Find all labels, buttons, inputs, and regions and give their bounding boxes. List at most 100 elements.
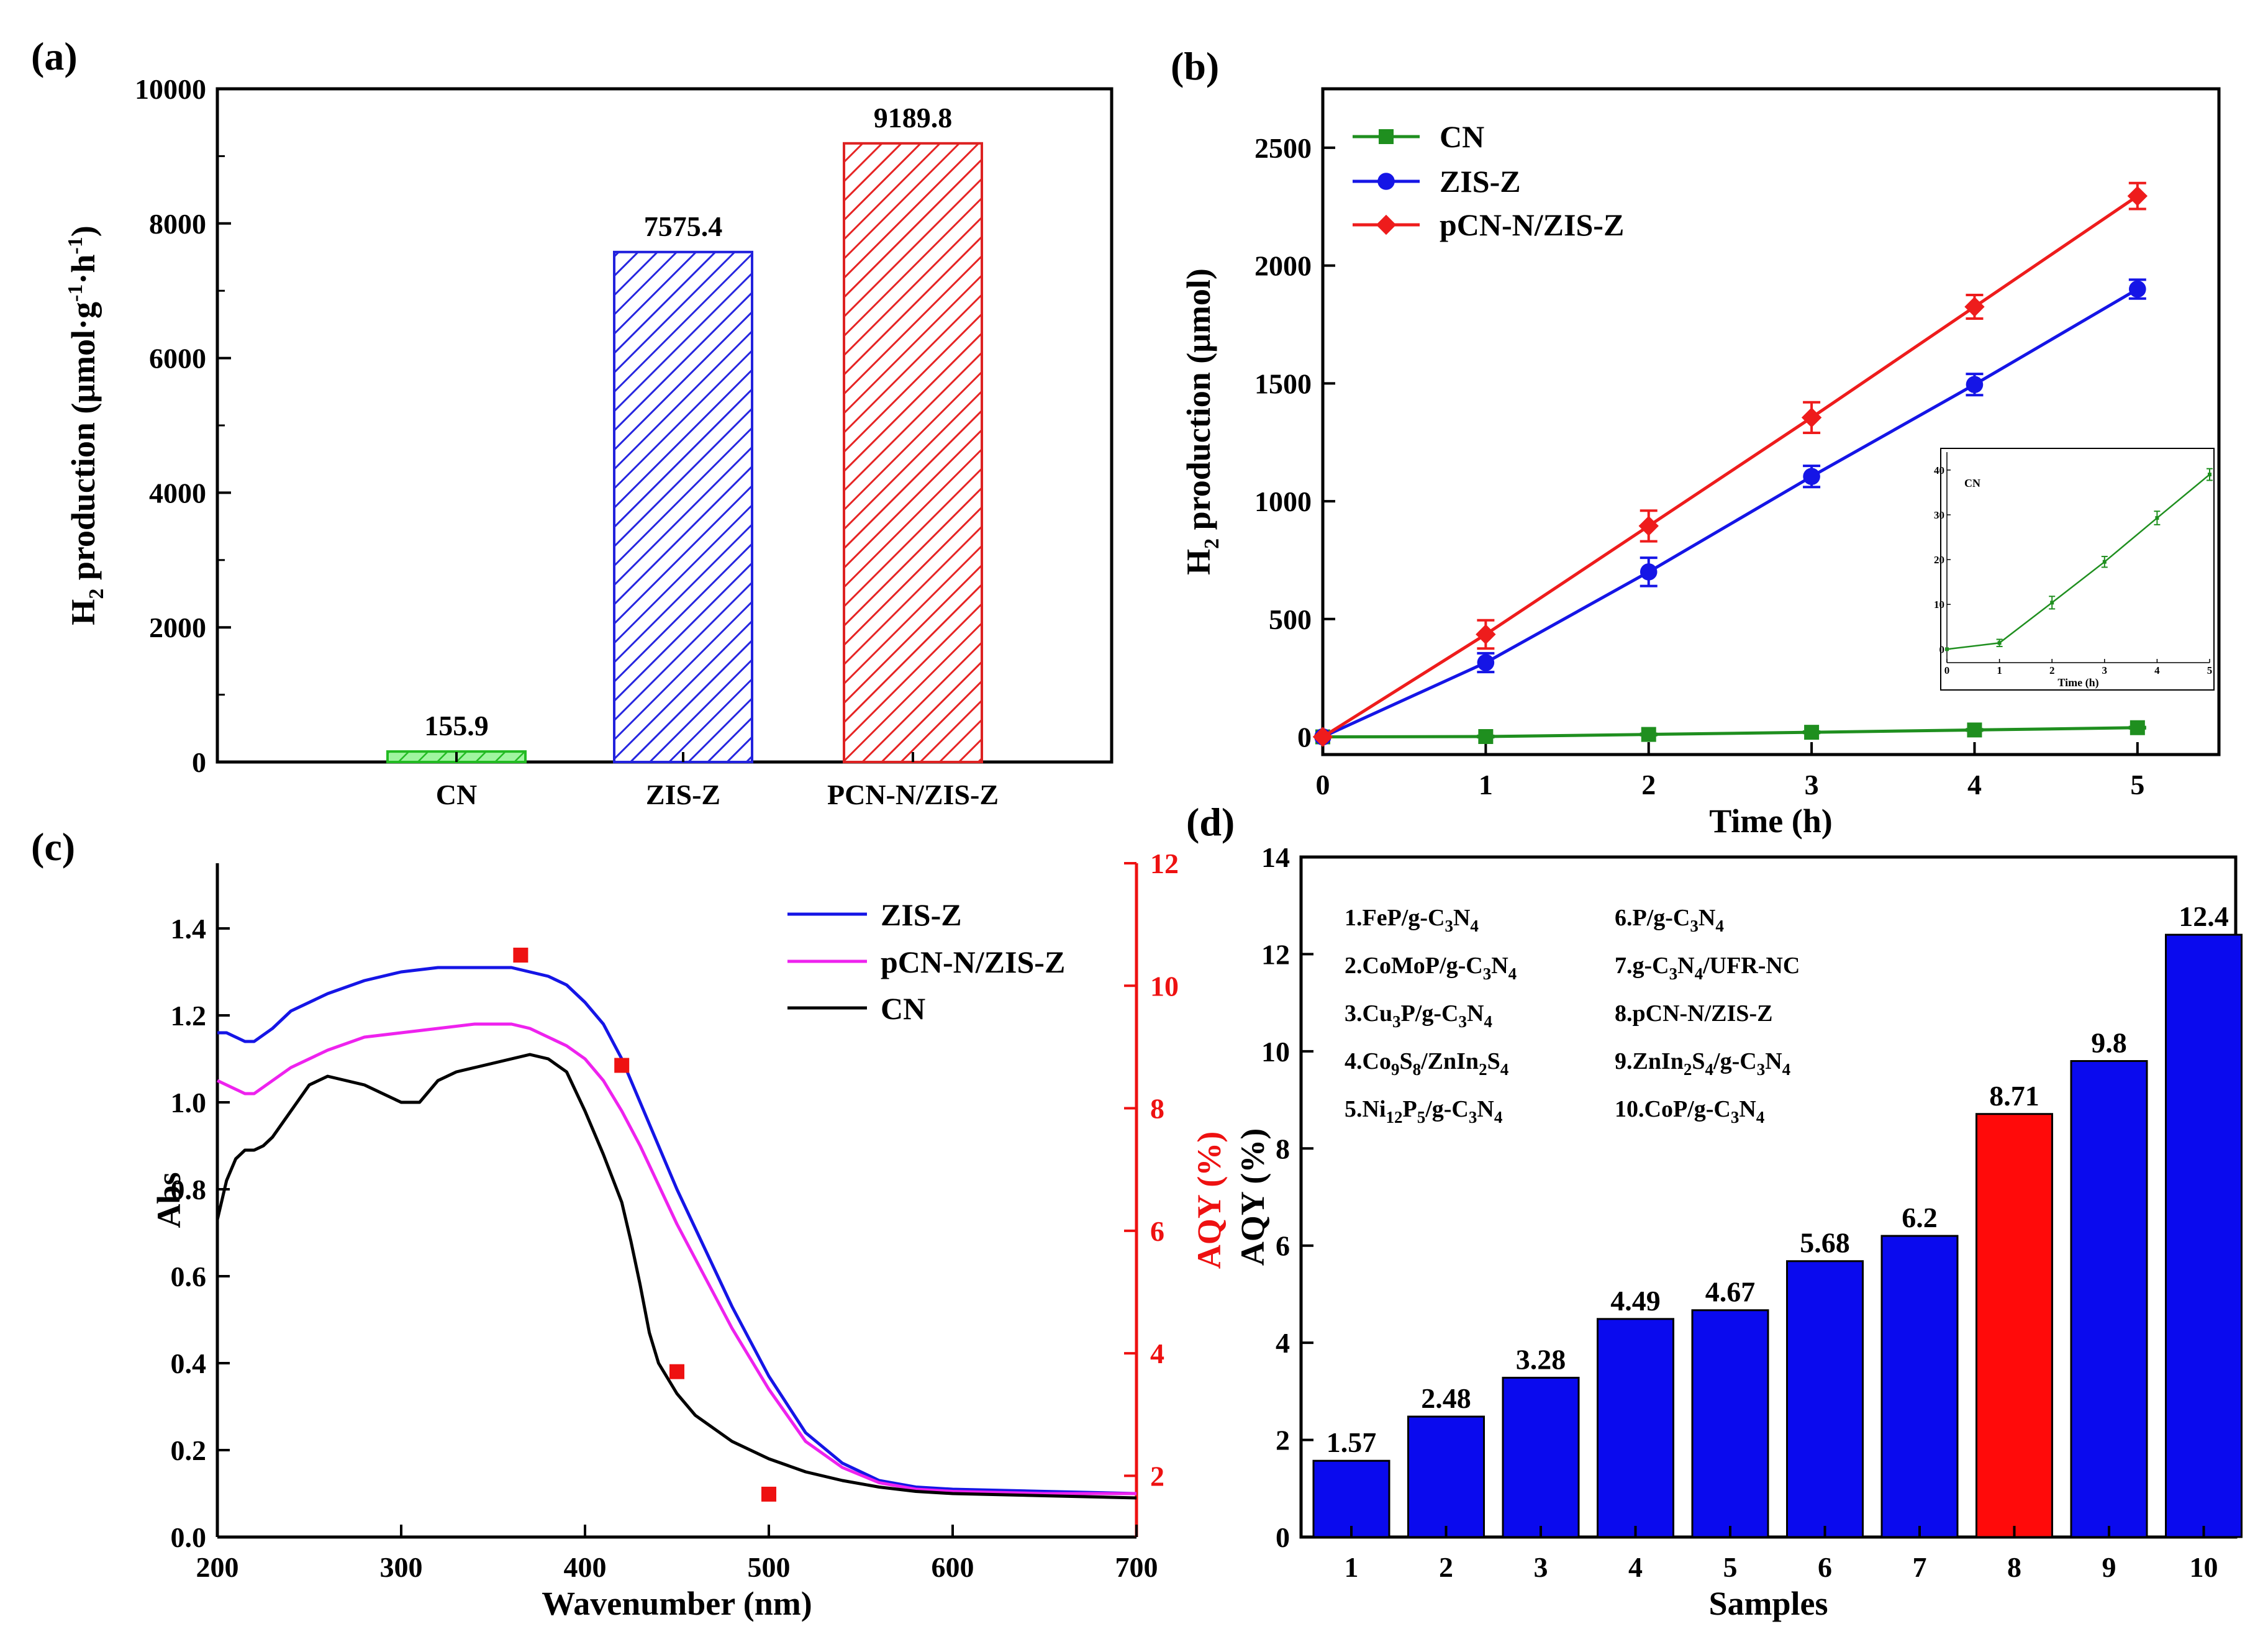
x-tick-label: 2 xyxy=(1439,1551,1453,1583)
inset-data-point xyxy=(2102,560,2107,564)
legend-sub: 3 xyxy=(1469,1108,1477,1127)
inset-data-point xyxy=(1997,641,2002,645)
inset-x-tick-label: 3 xyxy=(2102,665,2108,676)
inset-y-tick-label: 30 xyxy=(1934,509,1944,521)
x-tick-label: 400 xyxy=(564,1551,607,1583)
legend-entry: 9.ZnIn2S4/g-C3N4 xyxy=(1615,1048,1790,1079)
legend-label: CN xyxy=(1440,119,1484,154)
data-point-pCN-N/ZIS-Z xyxy=(1312,727,1333,747)
x-tick-label: 0 xyxy=(1316,769,1330,801)
y-tick-label: 1.0 xyxy=(171,1087,207,1118)
legend-sub: 3 xyxy=(1731,1108,1740,1127)
value-label: 5.68 xyxy=(1800,1227,1850,1259)
inset-data-point xyxy=(2208,473,2211,477)
legend-sub: 4 xyxy=(1756,1108,1765,1127)
inset-data-point xyxy=(2050,601,2054,605)
y-tick-label: 6000 xyxy=(149,343,206,374)
series-line-ZIS-Z xyxy=(1322,288,2139,738)
y-tick-label: 0.2 xyxy=(171,1435,207,1466)
legend-entry: 2.CoMoP/g-C3N4 xyxy=(1345,953,1517,983)
data-point-CN xyxy=(1804,725,1820,740)
aqy-point xyxy=(614,1058,630,1073)
legend-entry: 3.Cu3P/g-C3N4 xyxy=(1345,1000,1492,1031)
y-right-tick-label: 2 xyxy=(1150,1460,1164,1492)
legend-sub: 2 xyxy=(1684,1060,1692,1079)
legend-entry: 10.CoP/g-C3N4 xyxy=(1615,1096,1764,1127)
legend-part: 6.P/g-C xyxy=(1615,905,1690,931)
legend-part: 7.g-C xyxy=(1615,953,1669,979)
y-tick-label: 2 xyxy=(1276,1425,1290,1456)
y-label-part: H xyxy=(1180,549,1217,575)
legend-entry: 4.Co9S8/ZnIn2S4 xyxy=(1345,1048,1508,1079)
data-point-pCN-N/ZIS-Z xyxy=(1801,407,1822,428)
series-line-CN xyxy=(215,1053,1137,1500)
legend-part: 4.Co xyxy=(1345,1048,1391,1074)
y-label-sup: -1 xyxy=(64,237,87,254)
panel-b-label: (b) xyxy=(1171,44,1219,88)
aqy-point xyxy=(761,1486,776,1502)
data-point-CN xyxy=(1967,722,1982,738)
aqy-point xyxy=(669,1364,684,1379)
legend-part: S xyxy=(1399,1048,1412,1074)
x-tick-label: 10 xyxy=(2190,1551,2218,1583)
x-tick-label: 500 xyxy=(748,1551,791,1583)
legend-label: CN xyxy=(881,991,925,1026)
value-label: 12.4 xyxy=(2179,900,2229,932)
y-label-part: production (μmol) xyxy=(1180,268,1217,538)
bar-sample-5 xyxy=(1691,1309,1769,1538)
series-line-pCN-N/ZIS-Z xyxy=(216,1022,1136,1495)
inset-x-tick-label: 0 xyxy=(1944,665,1950,676)
bar-sample-3 xyxy=(1502,1376,1580,1538)
panel-c-absorbance-chart: 200 300 400 500 600 700 0.0 0.2 0.4 0.6 0.8 1.0 1.2 1… xyxy=(150,848,1228,1622)
inset-y-tick-label: 10 xyxy=(1934,599,1944,610)
data-point-ZIS-Z xyxy=(1966,376,1984,394)
y-tick-label: 1000 xyxy=(1254,486,1312,517)
y-right-tick-label: 12 xyxy=(1150,848,1179,879)
y-label-sub: 2 xyxy=(85,589,108,599)
legend-sub: 4 xyxy=(1494,1108,1503,1127)
inset-frame xyxy=(1940,448,2215,691)
legend-label: ZIS-Z xyxy=(1440,164,1521,199)
plot-frame xyxy=(1321,87,2221,756)
legend-part: N xyxy=(1453,905,1470,931)
legend-sub: 5 xyxy=(1417,1108,1426,1127)
y-tick-label: 4 xyxy=(1276,1327,1290,1359)
legend-sub: 4 xyxy=(1782,1060,1791,1079)
y-tick-label: 2500 xyxy=(1254,132,1312,164)
y-right-tick-label: 10 xyxy=(1150,970,1179,1002)
x-tick-label: 7 xyxy=(1913,1551,1927,1583)
legend-part: N xyxy=(1477,1096,1494,1122)
legend-entry: 5.Ni12P5/g-C3N4 xyxy=(1345,1096,1502,1127)
legend-sub: 3 xyxy=(1690,917,1699,935)
data-point-pCN-N/ZIS-Z xyxy=(2127,186,2148,206)
bar-sample-9 xyxy=(2070,1060,2148,1538)
series-line-ZIS-Z xyxy=(217,966,1137,1495)
y-label-sup: -1 xyxy=(64,284,87,302)
y-right-axis-label: AQY (%) xyxy=(1191,1132,1228,1269)
legend-marker xyxy=(1376,214,1397,235)
legend-sub: 4 xyxy=(1705,1060,1714,1079)
legend-marker xyxy=(1377,173,1395,190)
x-tick-label: 200 xyxy=(196,1551,239,1583)
y-tick-label: 2000 xyxy=(149,612,206,643)
legend-part: S xyxy=(1692,1048,1705,1074)
value-label: 3.28 xyxy=(1516,1343,1566,1375)
bar-sample-8 xyxy=(1975,1113,2053,1538)
panel-a-label: (a) xyxy=(31,34,78,78)
y-axis-label: Abs xyxy=(150,1172,188,1228)
y-label-part: ) xyxy=(65,225,102,237)
x-tick-label: 600 xyxy=(932,1551,974,1583)
inset-x-label: Time (h) xyxy=(2057,676,2098,689)
legend-sub: 12 xyxy=(1386,1108,1403,1127)
x-tick-label: CN xyxy=(436,779,477,810)
y-right-tick-label: 6 xyxy=(1150,1215,1164,1247)
y-tick-label: 0.8 xyxy=(171,1174,207,1205)
legend-entry: 1.FeP/g-C3N4 xyxy=(1345,905,1479,935)
legend-part: 3.Cu xyxy=(1345,1000,1392,1027)
value-label: 8.71 xyxy=(1989,1080,2039,1112)
x-tick-label: 8 xyxy=(2007,1551,2021,1583)
legend-part: /g-C xyxy=(1425,1096,1469,1122)
legend-label: pCN-N/ZIS-Z xyxy=(1440,207,1624,242)
y-label-part: production (μmol·g xyxy=(65,302,102,589)
